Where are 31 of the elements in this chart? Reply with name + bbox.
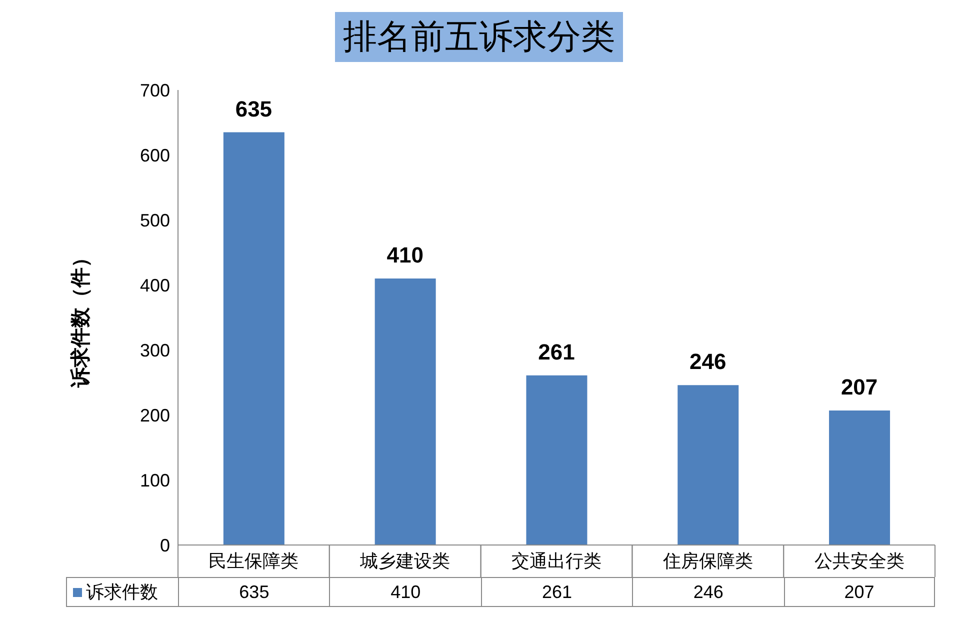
bar bbox=[374, 278, 436, 545]
y-tick-label: 0 bbox=[160, 535, 170, 556]
annotation: 246 bbox=[690, 349, 726, 374]
bar bbox=[223, 132, 284, 545]
y-tick-label: 300 bbox=[140, 340, 170, 360]
x-tick-label: 城乡建设类 bbox=[359, 551, 450, 571]
annotation: 635 bbox=[235, 96, 272, 122]
annotation: 261 bbox=[538, 339, 575, 364]
y-tick-label: 600 bbox=[140, 145, 170, 166]
data-label: 246 bbox=[632, 577, 784, 607]
legend-label: 诉求件数 bbox=[86, 581, 158, 604]
bar bbox=[829, 410, 890, 545]
x-tick-label: 交通出行类 bbox=[512, 551, 602, 571]
y-tick-label: 700 bbox=[140, 80, 170, 100]
annotation: 410 bbox=[386, 242, 424, 268]
y-tick-label: 400 bbox=[140, 275, 170, 296]
bar bbox=[526, 375, 588, 545]
bar bbox=[678, 385, 739, 545]
y-tick-label: 200 bbox=[140, 405, 170, 426]
x-tick-label: 民生保障类 bbox=[208, 551, 299, 571]
chart-title: 排名前五诉求分类 bbox=[335, 12, 623, 62]
data-label: 261 bbox=[480, 577, 632, 607]
y-tick-label: 100 bbox=[140, 470, 170, 490]
data-label: 207 bbox=[784, 577, 935, 607]
x-tick-label: 住房保障类 bbox=[662, 551, 753, 571]
data-label: 635 bbox=[178, 577, 330, 607]
x-tick-label: 公共安全类 bbox=[814, 551, 904, 571]
y-axis-title: 诉求件数（件） bbox=[69, 248, 92, 388]
y-tick-label: 500 bbox=[140, 210, 170, 230]
annotation: 207 bbox=[840, 374, 878, 400]
data-label: 410 bbox=[329, 577, 481, 607]
